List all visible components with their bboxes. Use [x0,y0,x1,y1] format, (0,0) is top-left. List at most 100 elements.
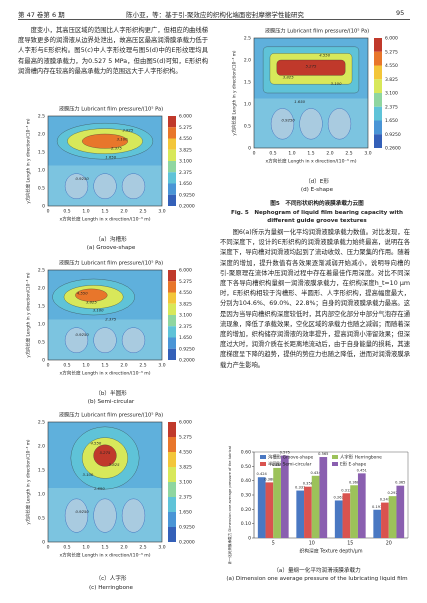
colorbar-segment [168,292,176,304]
colorbar-label: 3.825 [179,301,192,307]
caption-en: (c) Herringbone [89,585,133,591]
x-axis-label: x方向长度 Length in x direction/(10⁻³ m) [60,370,151,377]
bar [304,486,312,538]
y-tick-label: 1.5 [244,80,251,86]
contour-label: 3.825 [122,127,133,132]
contour-plot: 液膜压力 Lubricant film pressure/(10⁵ Pa) 5.2… [25,411,195,559]
y-tick-label: 1.5 [38,304,45,310]
x-tick-label: 2.5 [139,209,146,215]
contour-label: 3.100 [117,136,128,141]
y-tick-label: 0.5 [38,516,45,522]
caption-cn: （d）E形 [305,179,329,185]
bar [273,467,281,538]
y-axis-label: 量纲一化润滑膜承载力 Dimension one average pressur… [227,446,232,564]
x-tick-label: 1.0 [288,151,295,157]
contour-label: 1.650 [94,486,105,491]
colorbar-segment [168,138,176,150]
colorbar-segment [374,79,382,93]
x-tick-label: 0.5 [63,209,70,215]
colorbar-label: 0.9250 [179,346,195,352]
x-axis-label: x方向长度 Length in x direction/(10⁻³ m) [60,216,151,223]
x-tick-label: 20 [386,541,392,547]
x-tick-label: 1.5 [101,209,108,215]
colorbar-segment [374,38,382,52]
x-tick-label: 15 [347,541,353,547]
pressure-zone [82,133,128,149]
y-tick-label: 1.0 [38,168,45,174]
bar [350,485,358,538]
colorbar-label: 3.100 [179,159,192,165]
contour-label: 4.550 [77,290,88,295]
colorbar-label: 6.000 [385,36,398,42]
contour-label: 0.9250 [76,509,90,514]
colorbar-segment [374,93,382,107]
colorbar-label: 2.375 [385,104,398,110]
x-tick-label: 0 [47,363,50,369]
y-axis-label: y方向长度 Length in y direction/(10⁻³ m) [25,272,32,357]
colorbar-segment [374,120,382,135]
contour-label: 2.375 [111,145,122,150]
y-tick-label: 0.5 [244,124,251,130]
bar [388,496,397,538]
low-pressure-zone [270,108,295,140]
colorbar-segment [168,149,176,161]
plot-frame [47,421,163,543]
colorbar-segment [168,482,176,497]
colorbar-segment [168,194,176,206]
value-label: 0.358 [303,482,314,486]
pressure-zone [75,288,108,302]
y-tick-label: 0.30 [241,493,251,499]
contour-label: 3.100 [82,472,93,477]
legend-swatch [332,462,338,466]
plot-title: 液膜压力 Lubricant film pressure/(10⁵ Pa) [59,259,163,267]
bar [311,475,320,538]
y-tick-label: 2.0 [244,58,251,64]
x-axis-label: 织构深度 Texture depth/μm [299,548,362,555]
legend-label: E形 E-shape [340,461,366,468]
colorbar-label: 3.825 [179,465,192,471]
y-tick-label: 1.5 [38,150,45,156]
contour-label: 0.9250 [76,176,90,181]
y-tick-label: 0.50 [241,464,251,470]
y-tick-label: 0.5 [38,340,45,346]
colorbar-segment [168,452,176,467]
figure-caption-en: Fig. 5 Nephogram of liquid film bearing … [231,210,403,224]
legend-label: 人字形 Herringbone [340,454,382,461]
bar [280,455,289,538]
colorbar-segment [168,348,176,360]
bar [257,477,266,538]
caption-en: (b) Semi-circular [87,399,135,405]
colorbar-segment [168,437,176,452]
colorbar-segment [168,116,176,128]
x-axis-label: x方向长度 Length in x direction/(10⁻³ m) [266,158,357,165]
colorbar-segment [374,106,382,121]
colorbar-label: 3.825 [179,147,192,153]
value-label: 0.365 [395,481,405,485]
colorbar-label: 5.275 [179,435,192,441]
contour-label: 4.550 [319,53,330,58]
colorbar-label: 0.9250 [179,192,195,198]
running-title: 陈小亚，等：基于引-聚效应的织构化端面密封摩擦学性能研究 [126,11,304,19]
colorbar-label: 3.100 [179,480,192,486]
colorbar-segment [168,422,176,437]
caption-cn: （c）人字形 [95,576,127,582]
colorbar-segment [168,337,176,349]
colorbar-segment [168,127,176,139]
colorbar-segment [168,281,176,293]
value-label: 0.331 [295,486,305,490]
header-rule [18,19,410,20]
x-tick-label: 3.0 [158,363,165,369]
value-label: 0.292 [387,491,397,495]
low-pressure-zone [64,498,89,533]
y-tick-label: 0.20 [241,507,251,513]
x-tick-label: 2.0 [120,209,127,215]
x-tick-label: 2.0 [120,363,127,369]
contour-label: 5.275 [100,450,111,455]
value-label: 0.565 [318,452,328,456]
colorbar-label: 5.275 [385,49,398,55]
low-pressure-zone [121,498,146,533]
colorbar-segment [168,315,176,327]
colorbar-label: 0.2000 [179,540,195,546]
value-label: 0.424 [257,472,268,476]
